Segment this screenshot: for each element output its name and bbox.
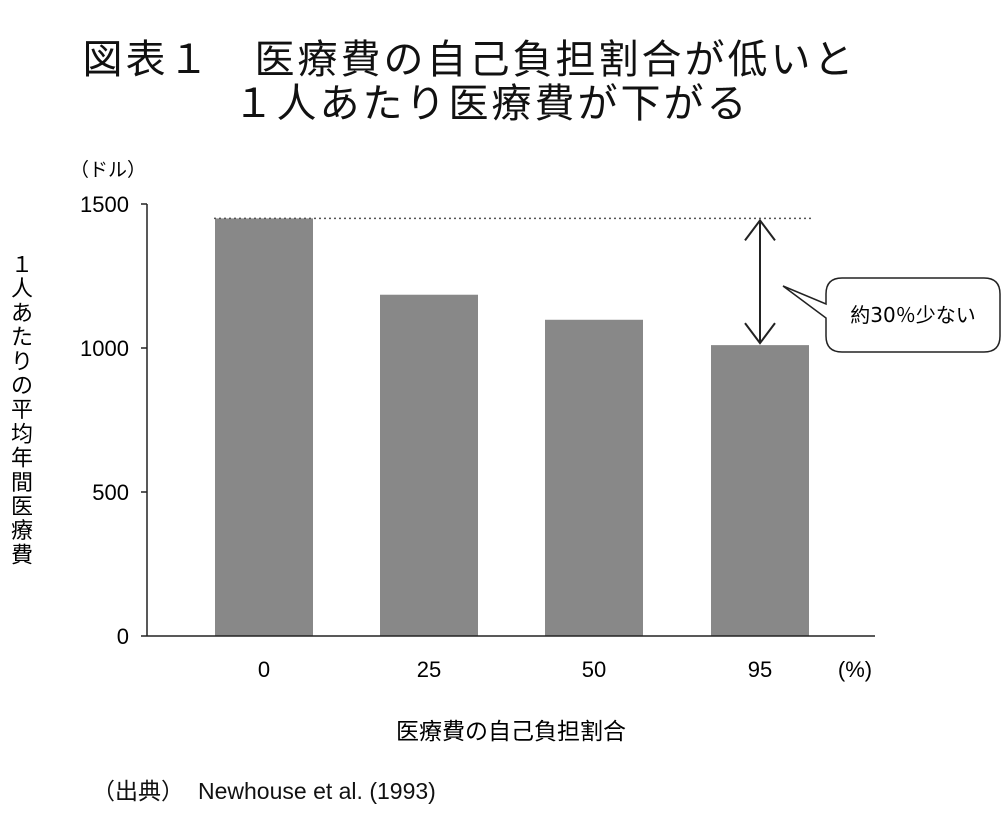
bar-25: [380, 294, 478, 636]
svg-text:た: た: [11, 326, 33, 351]
svg-text:年: 年: [11, 447, 33, 472]
source-note: （出典） Newhouse et al. (1993): [92, 772, 436, 806]
svg-text:間: 間: [11, 471, 33, 496]
svg-text:均: 均: [11, 422, 33, 447]
x-tick-label-95: 95: [748, 657, 772, 682]
bar-0: [215, 218, 313, 636]
y-tick-label-1000: 1000: [80, 336, 129, 361]
svg-text:り: り: [11, 350, 33, 375]
svg-text:人: 人: [11, 277, 33, 302]
bar-50: [545, 319, 643, 636]
source-label: （出典）: [92, 778, 184, 804]
svg-text:療: 療: [11, 519, 33, 544]
x-ticks-group: 0 25 50 95: [258, 657, 772, 682]
x-tick-label-50: 50: [582, 657, 606, 682]
svg-text:の: の: [11, 374, 33, 399]
y-ticks-group: 0 500 1000 1500: [80, 192, 147, 649]
chart-title-line-1: 図表１ 医療費の自己負担割合が低いと: [82, 37, 857, 83]
chart-title-line-2: １人あたり医療費が下がる: [233, 81, 750, 127]
svg-text:医: 医: [11, 495, 33, 520]
annotation-text: 約30％少ない: [850, 303, 975, 327]
y-tick-label-0: 0: [117, 624, 129, 649]
x-tick-label-0: 0: [258, 657, 270, 682]
svg-text:あ: あ: [11, 301, 33, 326]
x-unit-label: (%): [838, 657, 872, 682]
x-tick-label-25: 25: [417, 657, 441, 682]
source-citation: Newhouse et al. (1993): [198, 778, 436, 804]
y-tick-label-1500: 1500: [80, 192, 129, 217]
svg-text:費: 費: [11, 543, 33, 568]
svg-text:１: １: [11, 253, 33, 278]
x-axis-title: 医療費の自己負担割合: [396, 719, 626, 745]
svg-text:平: 平: [11, 398, 33, 423]
y-unit-label: （ドル）: [70, 159, 146, 181]
difference-arrow: [744, 218, 776, 345]
y-tick-label-500: 500: [92, 480, 129, 505]
bars-group: [215, 218, 809, 636]
annotation-callout: [782, 277, 1001, 353]
bar-95: [711, 345, 809, 636]
